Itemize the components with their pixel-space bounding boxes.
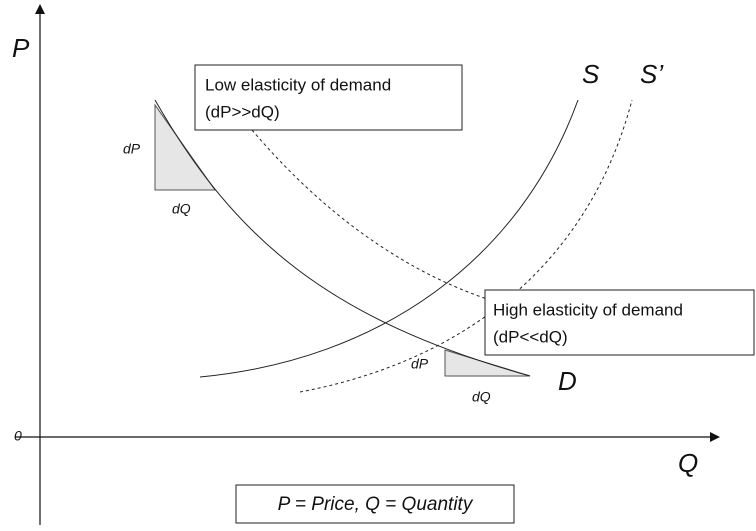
supply-label: S: [582, 59, 600, 89]
dp-label: dP: [411, 356, 429, 372]
high-elasticity-box: [484, 289, 755, 356]
low-elasticity-box: [194, 64, 463, 131]
dq-label: dQ: [172, 201, 191, 217]
x-axis-label: Q: [678, 448, 698, 478]
legend-box: [235, 484, 515, 524]
demand-label: D: [558, 366, 577, 396]
legend-text: P = Price, Q = Quantity: [278, 494, 474, 515]
supply-curve: [199, 99, 579, 378]
dashed-curve: [251, 129, 491, 301]
box-text: Low elasticity of demand: [205, 75, 391, 94]
supply-shifted-label: S’: [640, 59, 664, 89]
box-text: High elasticity of demand: [493, 300, 683, 319]
box-text: (dP>>dQ): [205, 102, 280, 121]
box-text: (dP<<dQ): [493, 327, 568, 346]
supply-shifted-curve: [299, 99, 633, 393]
dp-label: dP: [123, 141, 141, 157]
y-axis-label: P: [12, 33, 30, 63]
demand-curve: [154, 99, 531, 377]
origin-label: 0: [14, 428, 22, 444]
left-triangle: [154, 103, 216, 191]
dq-label: dQ: [472, 389, 491, 405]
